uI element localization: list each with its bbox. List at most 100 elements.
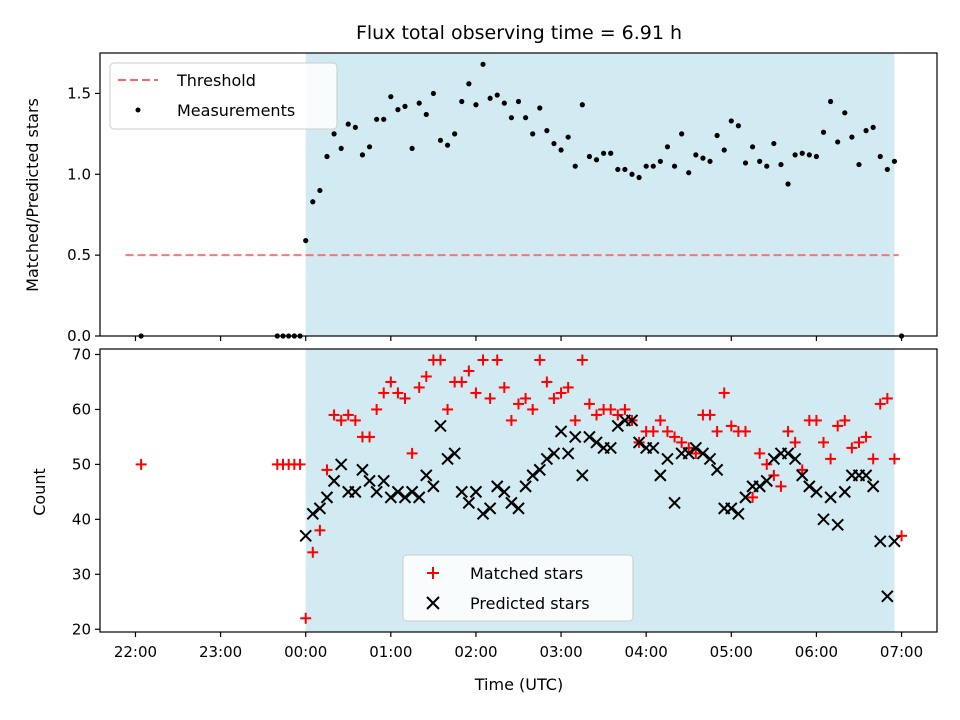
predicted-star-point <box>547 447 561 460</box>
matched-star-point <box>690 447 702 459</box>
matched-star-point <box>321 464 333 476</box>
predicted-star-point <box>817 513 830 526</box>
predicted-star-point <box>491 480 504 493</box>
x-tick-label: 03:00 <box>539 643 582 661</box>
measurement-point <box>700 155 706 161</box>
measurement-point <box>806 152 812 158</box>
top-axes-frame <box>99 52 938 337</box>
matched-star-point <box>711 425 723 437</box>
measurement-point <box>381 116 387 122</box>
measurement-point <box>721 147 727 153</box>
measurement-point <box>785 181 791 187</box>
predicted-star-point <box>611 419 625 433</box>
measurement-point <box>551 140 557 147</box>
measurement-point <box>537 105 543 111</box>
measurement-point <box>636 174 642 181</box>
measurement-point <box>395 107 401 113</box>
predicted-star-point <box>533 463 546 477</box>
predicted-star-point <box>668 496 681 510</box>
predicted-star-point <box>739 491 752 504</box>
predicted-star-point <box>781 447 795 460</box>
measurement-point <box>345 121 351 127</box>
matched-star-point <box>335 414 347 426</box>
matched-star-point <box>704 409 716 421</box>
measurement-point <box>835 139 841 145</box>
predicted-star-point <box>370 485 383 499</box>
measurement-point <box>849 134 855 140</box>
predicted-star-point <box>569 430 582 444</box>
predicted-star-point <box>498 485 511 499</box>
measurement-point <box>473 102 479 108</box>
matched-star-point <box>406 447 418 459</box>
bottom-y-tick-label: 70 <box>72 345 91 363</box>
measurement-point <box>402 103 408 109</box>
measurement-point <box>522 115 529 121</box>
measurement-point <box>501 100 507 106</box>
predicted-star-point <box>462 496 476 510</box>
measurement-point <box>388 94 394 100</box>
top-x-ticks <box>134 336 903 341</box>
predicted-star-point <box>760 474 773 488</box>
matched-star-point <box>364 431 376 443</box>
matched-star-point <box>328 409 340 421</box>
x-axis-label: Time (UTC) <box>474 675 563 694</box>
matched-star-point <box>725 420 737 432</box>
matched-star-point <box>896 530 908 542</box>
matched-star-point <box>541 376 553 388</box>
measurement-point <box>842 110 848 116</box>
legend-measurements-swatch <box>135 107 141 113</box>
measurement-point <box>452 131 458 137</box>
matched-star-point <box>754 447 766 459</box>
predicted-star-point <box>661 452 674 466</box>
measurement-point <box>480 61 486 67</box>
bottom-y-tick-label: 20 <box>72 620 91 638</box>
predicted-star-point <box>554 425 568 438</box>
top-legend: Threshold Measurements <box>109 62 338 130</box>
measurement-point <box>487 95 493 101</box>
measurement-point <box>757 158 763 164</box>
predicted-star-point <box>689 441 703 455</box>
predicted-star-point <box>881 590 894 603</box>
measurement-point <box>615 166 621 173</box>
matched-star-point <box>484 392 496 404</box>
measurement-point <box>466 81 472 87</box>
predicted-star-point <box>682 447 695 460</box>
bottom-y-ticks: 20 30 40 50 60 70 <box>72 345 100 638</box>
predicted-star-point <box>448 447 461 460</box>
measurement-point <box>608 150 614 156</box>
predicted-star-point <box>824 491 837 504</box>
predicted-star-point <box>469 485 483 499</box>
bottom-legend-box <box>402 554 634 622</box>
measurement-point <box>884 166 890 173</box>
matched-star-point <box>434 354 446 366</box>
matched-star-point <box>676 436 688 448</box>
predicted-star-point <box>483 502 497 515</box>
bottom-axes-frame <box>99 348 938 633</box>
matched-star-point <box>569 414 581 426</box>
matched-star-point <box>294 458 306 470</box>
measurement-point <box>338 145 344 152</box>
legend-matched-swatch <box>427 567 439 579</box>
measurement-point <box>416 100 422 106</box>
measurement-point <box>856 161 862 168</box>
matched-star-point <box>853 436 865 448</box>
predicted-star-point <box>412 491 426 504</box>
measurement-point <box>799 150 805 156</box>
top-observing-window <box>305 53 895 336</box>
x-tick-label: 05:00 <box>710 643 753 661</box>
matched-star-point <box>881 392 893 404</box>
top-y-tick-label: 1.5 <box>67 84 91 102</box>
predicted-star-point <box>377 474 390 488</box>
legend-predicted-swatch <box>426 596 440 610</box>
measurement-point <box>820 129 827 135</box>
matched-star-point <box>782 425 794 437</box>
matched-star-point <box>300 612 312 624</box>
predicted-star-point <box>526 469 539 482</box>
predicted-star-point <box>859 469 873 482</box>
matched-star-point <box>442 403 454 415</box>
predicted-star-point <box>441 452 454 466</box>
matched-star-point <box>718 387 730 399</box>
measurement-point <box>877 153 883 160</box>
measurement-point <box>530 131 536 137</box>
x-tick-label: 01:00 <box>369 643 412 661</box>
